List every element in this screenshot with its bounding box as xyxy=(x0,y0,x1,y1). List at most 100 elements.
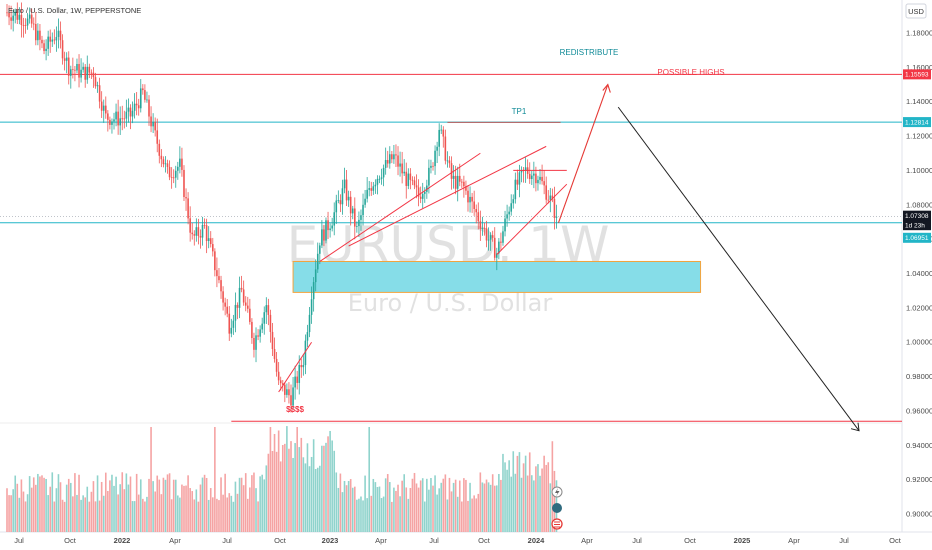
candle-body xyxy=(458,175,461,182)
volume-bar xyxy=(191,491,194,532)
price-tick-label: 0.94000 xyxy=(906,441,932,450)
volume-bar xyxy=(218,500,220,532)
candle-body xyxy=(302,365,305,368)
volume-bar xyxy=(8,495,10,532)
redistribute-label: REDISTRIBUTE xyxy=(560,48,619,57)
candle-body xyxy=(96,85,99,87)
candle-body xyxy=(514,179,517,200)
volume-bar xyxy=(263,479,266,532)
volume-bar xyxy=(166,474,169,532)
volume-bar xyxy=(440,482,443,532)
candle-body xyxy=(469,196,471,203)
projection-down-arrow[interactable] xyxy=(617,106,860,431)
volume-bar xyxy=(249,487,251,532)
candle-body xyxy=(481,227,484,229)
candle-body xyxy=(107,113,109,120)
candle-body xyxy=(32,23,35,25)
candle-body xyxy=(193,234,196,236)
volume-bar xyxy=(45,478,47,532)
candle-body xyxy=(374,184,377,187)
candle-body xyxy=(255,335,257,350)
volume-bar xyxy=(142,498,144,532)
candle-body xyxy=(109,119,111,125)
volume-bar xyxy=(201,477,204,532)
symbol-title[interactable]: Euro / U.S. Dollar, 1W, PEPPERSTONE xyxy=(8,6,141,15)
volume-bar xyxy=(156,475,159,532)
candle-body xyxy=(417,187,420,197)
volume-bar xyxy=(329,430,331,532)
volume-bar xyxy=(545,464,547,532)
candle-body xyxy=(125,111,128,119)
candle-body xyxy=(543,181,545,186)
lightning-icon[interactable] xyxy=(551,486,563,498)
volume-bar xyxy=(446,499,449,532)
volume-bar xyxy=(319,465,321,532)
candle-body xyxy=(376,178,379,185)
volume-bar xyxy=(395,490,397,532)
volume-bar xyxy=(520,477,523,532)
candle-body xyxy=(533,173,535,176)
price-tick-label: 0.96000 xyxy=(906,406,932,415)
candle-body xyxy=(510,203,513,212)
volume-bar xyxy=(148,478,150,532)
volume-bar xyxy=(199,484,202,532)
volume-bar xyxy=(526,475,529,532)
candle-body xyxy=(53,39,56,41)
volume-bar xyxy=(485,479,488,532)
time-axis[interactable]: Jul Oct 2022 Apr Jul Oct 2023 Apr Jul Oct 2024 Apr J… xyxy=(14,536,902,545)
countdown-tag xyxy=(903,220,931,231)
candle-body xyxy=(55,36,58,41)
arrowhead-down xyxy=(850,422,860,432)
candle-body xyxy=(183,169,185,198)
candle-body xyxy=(479,221,482,229)
volume-bar xyxy=(281,445,284,532)
volume-bar xyxy=(109,480,111,532)
candle-body xyxy=(438,129,440,147)
price-axis[interactable]: 1.18000 1.16000 1.14000 1.12000 1.10000 1.080… xyxy=(906,29,932,519)
candle-body xyxy=(372,186,375,191)
volume-bar xyxy=(380,498,383,532)
candle-body xyxy=(316,253,319,270)
volume-bar xyxy=(61,499,64,532)
circle-icon[interactable] xyxy=(552,503,562,513)
volume-bar xyxy=(339,473,342,532)
candle-body xyxy=(257,335,259,337)
volume-bar xyxy=(18,497,21,532)
volume-bar xyxy=(415,483,418,532)
volume-bar xyxy=(63,501,66,532)
candle-body xyxy=(104,105,107,114)
volume-bar xyxy=(133,501,136,532)
volume-bar xyxy=(403,474,405,532)
candle-body xyxy=(312,282,315,300)
volume-bar xyxy=(195,489,198,532)
volume-bar xyxy=(41,475,43,532)
candle-body xyxy=(551,195,554,199)
volume-bar xyxy=(86,486,89,532)
candle-body xyxy=(185,197,187,199)
trendline-low[interactable] xyxy=(278,341,313,393)
time-tick-label: Apr xyxy=(581,536,593,545)
candle-body xyxy=(310,299,313,315)
wedge-lower[interactable] xyxy=(496,183,568,255)
candle-body xyxy=(158,143,161,156)
volume-bar xyxy=(20,479,23,532)
flag-icon[interactable] xyxy=(551,518,563,530)
time-tick-label: Oct xyxy=(64,536,77,545)
currency-button[interactable]: USD xyxy=(905,3,927,19)
candle-body xyxy=(253,337,255,350)
possible-highs-tag-text: 1.15593 xyxy=(905,72,929,79)
volume-bar xyxy=(26,494,29,532)
volume-bar xyxy=(493,485,496,532)
candle-body xyxy=(218,276,220,281)
volume-bar xyxy=(502,453,504,532)
candle-body xyxy=(177,166,179,171)
candle-body xyxy=(131,110,134,117)
candle-body xyxy=(434,150,436,167)
volume-bar xyxy=(537,464,539,532)
candle-body xyxy=(160,155,163,160)
wedge-upper[interactable] xyxy=(348,145,547,247)
projection-up-arrow[interactable] xyxy=(557,84,609,223)
volume-bar xyxy=(102,495,105,532)
trendline-support[interactable] xyxy=(319,152,481,262)
